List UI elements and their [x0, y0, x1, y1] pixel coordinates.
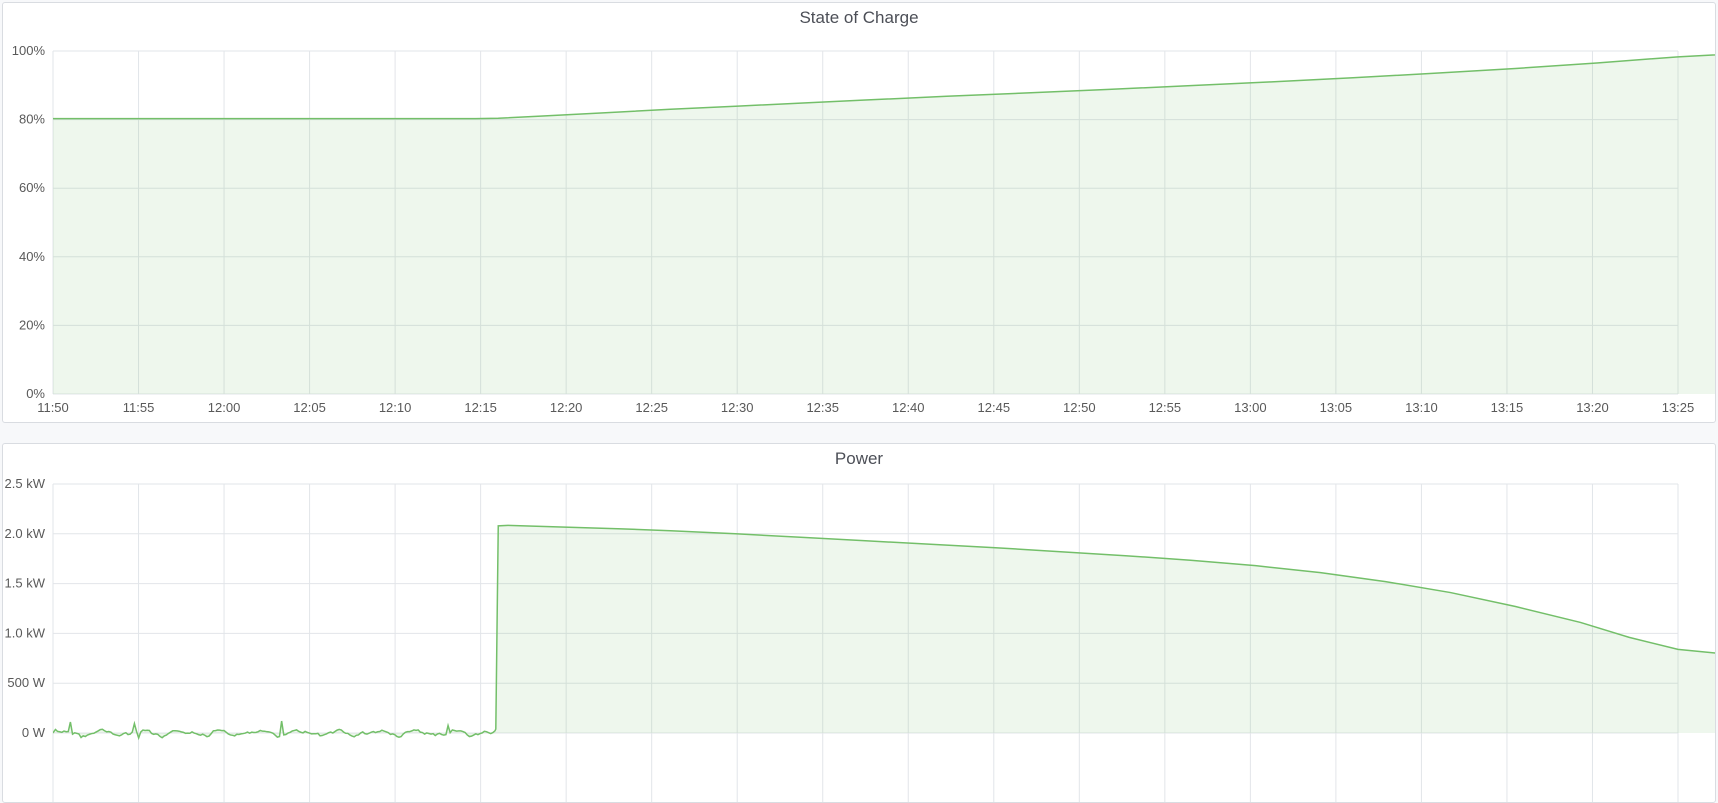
svg-text:80%: 80% [19, 112, 45, 127]
svg-text:20%: 20% [19, 317, 45, 332]
svg-text:11:50: 11:50 [37, 400, 69, 415]
svg-text:1.0 kW: 1.0 kW [5, 625, 46, 640]
svg-text:12:25: 12:25 [635, 400, 668, 415]
svg-text:13:25: 13:25 [1662, 400, 1695, 415]
svg-text:13:10: 13:10 [1405, 400, 1438, 415]
svg-text:60%: 60% [19, 180, 45, 195]
svg-text:1.5 kW: 1.5 kW [5, 576, 46, 591]
svg-text:2.0 kW: 2.0 kW [5, 526, 46, 541]
svg-text:12:55: 12:55 [1149, 400, 1182, 415]
svg-text:12:05: 12:05 [293, 400, 326, 415]
svg-text:13:05: 13:05 [1320, 400, 1353, 415]
svg-text:2.5 kW: 2.5 kW [5, 476, 46, 491]
svg-text:13:20: 13:20 [1576, 400, 1609, 415]
svg-text:0%: 0% [26, 386, 45, 401]
svg-text:12:45: 12:45 [978, 400, 1011, 415]
svg-text:100%: 100% [12, 43, 46, 58]
svg-text:12:00: 12:00 [208, 400, 241, 415]
svg-text:500 W: 500 W [7, 675, 45, 690]
svg-text:40%: 40% [19, 249, 45, 264]
svg-text:13:15: 13:15 [1491, 400, 1524, 415]
svg-text:12:20: 12:20 [550, 400, 583, 415]
svg-text:12:30: 12:30 [721, 400, 754, 415]
svg-text:12:35: 12:35 [806, 400, 839, 415]
svg-text:11:55: 11:55 [123, 400, 155, 415]
svg-text:12:10: 12:10 [379, 400, 412, 415]
svg-text:12:40: 12:40 [892, 400, 925, 415]
svg-text:13:00: 13:00 [1234, 400, 1267, 415]
svg-text:0 W: 0 W [22, 725, 46, 740]
svg-text:12:50: 12:50 [1063, 400, 1096, 415]
svg-text:12:15: 12:15 [464, 400, 497, 415]
